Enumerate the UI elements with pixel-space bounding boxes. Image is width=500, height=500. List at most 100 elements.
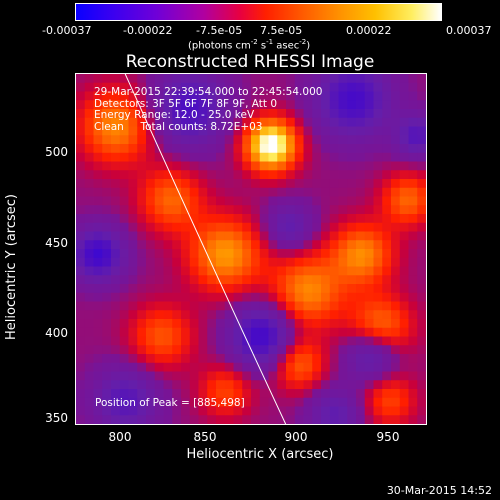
heatmap-cell [391,74,401,84]
heatmap-cell [329,117,339,127]
heatmap-cell [119,266,129,276]
heatmap-cell [93,196,103,206]
heatmap-cell [277,187,287,197]
heatmap-cell [119,170,129,180]
heatmap-cell [338,310,348,320]
heatmap-cell [321,284,331,294]
heatmap-cell [163,179,173,189]
heatmap-cell [119,74,129,84]
heatmap-cell [373,266,383,276]
heatmap-cell [251,205,261,215]
heatmap-cell [224,327,234,337]
heatmap-cell [146,187,156,197]
heatmap-cell [356,327,366,337]
heatmap-cell [364,371,374,381]
heatmap-cell [294,415,304,424]
heatmap-cell [207,284,217,294]
heatmap-cell [216,135,226,145]
heatmap-cell [137,389,147,399]
solar-limb-curve [124,74,287,424]
heatmap-cell [154,301,164,311]
heatmap-cell [137,284,147,294]
heatmap-cell [286,266,296,276]
heatmap-cell [216,345,226,355]
heatmap-cell [189,240,199,250]
heatmap-cell [399,266,409,276]
heatmap-cell [294,82,304,92]
heatmap-cell [417,362,426,372]
heatmap-cell [399,74,409,84]
heatmap-cell [146,336,156,346]
heatmap-cell [137,397,147,407]
heatmap-cell [329,292,339,302]
heatmap-cell [233,231,243,241]
heatmap-cell [189,144,199,154]
heatmap-cell [172,152,182,162]
heatmap-cell [321,362,331,372]
heatmap-cell [268,205,278,215]
heatmap-cell [233,152,243,162]
heatmap-cell [338,82,348,92]
heatmap-cell [373,240,383,250]
heatmap-cell [172,214,182,224]
heatmap-cell [356,82,366,92]
heatmap-cell [216,100,226,110]
heatmap-cell [137,152,147,162]
heatmap-cell [111,257,121,267]
heatmap-cell [417,179,426,189]
heatmap-cell [312,170,322,180]
heatmap-cell [338,336,348,346]
heatmap-cell [233,292,243,302]
heatmap-cell [408,82,418,92]
heatmap-cell [364,249,374,259]
heatmap-cell [154,397,164,407]
heatmap-cell [216,91,226,101]
heatmap-cell [347,310,357,320]
heatmap-cell [373,310,383,320]
heatmap-cell [216,170,226,180]
heatmap-cell [268,397,278,407]
heatmap-cell [312,266,322,276]
heatmap-cell [303,240,313,250]
heatmap-cell [102,109,112,119]
x-tick-label: 900 [284,430,308,444]
heatmap-cell [102,380,112,390]
heatmap-cell [119,205,129,215]
heatmap-cell [321,240,331,250]
heatmap-cell [251,231,261,241]
heatmap-cell [356,240,366,250]
heatmap-cell [207,354,217,364]
heatmap-cell [417,196,426,206]
heatmap-cell [233,249,243,259]
heatmap-cell [233,301,243,311]
heatmap-cell [338,292,348,302]
heatmap-cell [338,319,348,329]
heatmap-cell [364,310,374,320]
heatmap-cell [251,222,261,232]
heatmap-cell [347,152,357,162]
heatmap-cell [172,275,182,285]
heatmap-cell [408,354,418,364]
heatmap-cell [93,327,103,337]
heatmap-cell [268,292,278,302]
heatmap-cell [198,389,208,399]
heatmap-cell [84,126,94,136]
heatmap-cell [382,319,392,329]
heatmap-cell [321,205,331,215]
heatmap-cell [277,389,287,399]
heatmap-cell [312,319,322,329]
heatmap-cell [146,117,156,127]
heatmap-cell [312,397,322,407]
heatmap-cell [329,91,339,101]
heatmap-cell [399,354,409,364]
heatmap-cell [154,109,164,119]
heatmap-cell [338,397,348,407]
heatmap-cell [399,406,409,416]
heatmap-cell [146,319,156,329]
heatmap-cell [181,135,191,145]
heatmap-cell [128,152,138,162]
heatmap-cell [163,319,173,329]
heatmap-cell [146,345,156,355]
heatmap-cell [154,310,164,320]
heatmap-cell [373,345,383,355]
